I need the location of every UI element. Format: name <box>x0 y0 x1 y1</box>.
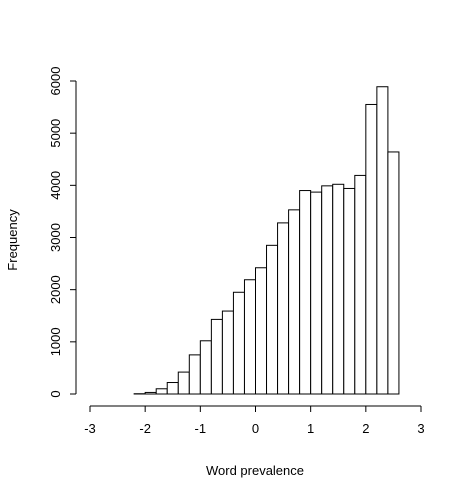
bar <box>199 340 212 395</box>
bar <box>310 191 323 395</box>
bar <box>166 382 179 395</box>
bar <box>232 291 245 395</box>
bar <box>288 209 301 395</box>
y-tick-label: 5000 <box>48 119 63 148</box>
x-axis-label: Word prevalence <box>206 463 304 478</box>
bar <box>354 174 367 395</box>
x-tick-label: -1 <box>195 421 207 436</box>
bar <box>343 187 356 395</box>
bar <box>188 354 201 395</box>
bar <box>177 371 190 395</box>
y-axis: 0 1000 2000 3000 4000 5000 6000 <box>48 67 77 398</box>
x-tick-label: -3 <box>84 421 96 436</box>
x-tick-label: 3 <box>417 421 424 436</box>
y-tick-label: 0 <box>48 390 63 397</box>
bar <box>332 183 345 395</box>
bar <box>210 318 223 395</box>
bar <box>387 151 400 395</box>
y-tick-label: 4000 <box>48 171 63 200</box>
bar <box>243 279 257 395</box>
y-axis-label: Frequency <box>5 209 20 271</box>
bar <box>221 310 234 395</box>
bar <box>365 103 378 395</box>
x-axis: -3 -2 -1 0 1 2 3 <box>84 405 425 436</box>
x-tick-label: 0 <box>252 421 259 436</box>
x-tick-label: 2 <box>362 421 369 436</box>
x-tick-label: -2 <box>139 421 151 436</box>
bar <box>277 222 290 395</box>
x-tick-label: 1 <box>307 421 314 436</box>
bar <box>266 244 279 395</box>
y-tick-label: 1000 <box>48 327 63 356</box>
bar <box>255 267 268 395</box>
bar <box>376 86 389 395</box>
y-tick-label: 2000 <box>48 275 63 304</box>
y-tick-label: 3000 <box>48 223 63 252</box>
bars-group <box>133 86 400 395</box>
y-tick-label: 6000 <box>48 67 63 96</box>
bar <box>321 185 334 395</box>
bar <box>155 388 168 395</box>
bar <box>144 391 157 395</box>
bar <box>299 190 312 395</box>
